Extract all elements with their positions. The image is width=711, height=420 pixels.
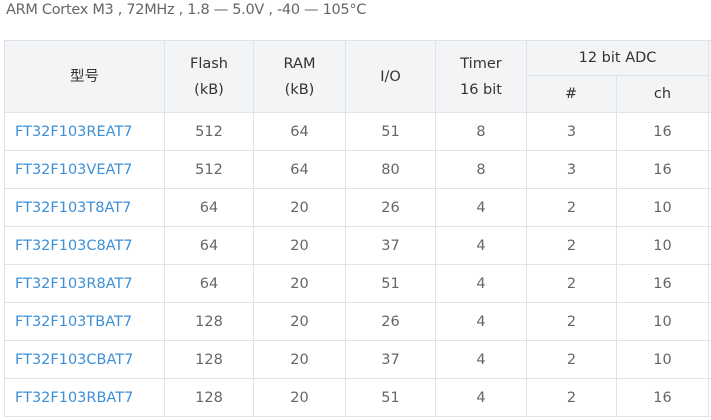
adc-ch-cell: 16 bbox=[615, 378, 710, 417]
flash-cell: 128 bbox=[164, 340, 254, 379]
model-link[interactable]: FT32F103R8AT7 bbox=[4, 264, 165, 303]
adc-count-cell: 2 bbox=[526, 340, 617, 379]
adc-ch-cell: 16 bbox=[615, 150, 710, 189]
adc-ch-cell: 16 bbox=[615, 112, 710, 151]
ram-cell: 20 bbox=[253, 340, 346, 379]
flash-cell: 128 bbox=[164, 378, 254, 417]
ram-cell: 64 bbox=[253, 112, 346, 151]
model-link[interactable]: FT32F103REAT7 bbox=[4, 112, 165, 151]
io-cell: 37 bbox=[345, 340, 436, 379]
adc-ch-cell: 10 bbox=[615, 302, 710, 341]
adc-count-cell: 2 bbox=[526, 302, 617, 341]
series-spec-subtitle: ARM Cortex M3 , 72MHz , 1.8 — 5.0V , -40… bbox=[6, 2, 367, 18]
io-cell: 80 bbox=[345, 150, 436, 189]
table-row: FT32F103T8AT7 64 20 26 4 2 10 bbox=[4, 188, 711, 227]
model-link[interactable]: FT32F103RBAT7 bbox=[4, 378, 165, 417]
timer-cell: 4 bbox=[435, 264, 527, 303]
header-timer: Timer 16 bit bbox=[435, 40, 527, 113]
io-cell: 51 bbox=[345, 378, 436, 417]
flash-cell: 512 bbox=[164, 150, 254, 189]
io-cell: 26 bbox=[345, 188, 436, 227]
adc-count-cell: 2 bbox=[526, 264, 617, 303]
header-adc-count: # bbox=[526, 75, 617, 113]
ram-cell: 20 bbox=[253, 264, 346, 303]
header-flash: Flash (kB) bbox=[164, 40, 254, 113]
adc-ch-cell: 10 bbox=[615, 340, 710, 379]
io-cell: 51 bbox=[345, 264, 436, 303]
table-row: FT32F103CBAT7 128 20 37 4 2 10 bbox=[4, 340, 711, 379]
model-link[interactable]: FT32F103VEAT7 bbox=[4, 150, 165, 189]
header-ram: RAM (kB) bbox=[253, 40, 346, 113]
ram-cell: 20 bbox=[253, 188, 346, 227]
timer-cell: 8 bbox=[435, 112, 527, 151]
product-table: 型号 Flash (kB) RAM (kB) I/O Timer 16 bit 12 … bbox=[4, 40, 711, 417]
table-row: FT32F103RBAT7 128 20 51 4 2 16 bbox=[4, 378, 711, 417]
header-adc: 12 bit ADC bbox=[525, 40, 710, 76]
timer-cell: 4 bbox=[435, 378, 527, 417]
timer-cell: 8 bbox=[435, 150, 527, 189]
timer-cell: 4 bbox=[435, 302, 527, 341]
next-column-cell bbox=[708, 378, 711, 417]
table-row: FT32F103R8AT7 64 20 51 4 2 16 bbox=[4, 264, 711, 303]
ram-cell: 20 bbox=[253, 378, 346, 417]
timer-cell: 4 bbox=[435, 340, 527, 379]
ram-cell: 64 bbox=[253, 150, 346, 189]
header-model: 型号 bbox=[4, 40, 165, 113]
model-link[interactable]: FT32F103T8AT7 bbox=[4, 188, 165, 227]
io-cell: 51 bbox=[345, 112, 436, 151]
model-link[interactable]: FT32F103C8AT7 bbox=[4, 226, 165, 265]
ram-cell: 20 bbox=[253, 302, 346, 341]
adc-ch-cell: 16 bbox=[615, 264, 710, 303]
flash-cell: 64 bbox=[164, 188, 254, 227]
table-row: FT32F103TBAT7 128 20 26 4 2 10 bbox=[4, 302, 711, 341]
flash-cell: 128 bbox=[164, 302, 254, 341]
adc-count-cell: 3 bbox=[526, 112, 617, 151]
table-row: FT32F103VEAT7 512 64 80 8 3 16 bbox=[4, 150, 711, 189]
flash-cell: 64 bbox=[164, 264, 254, 303]
adc-count-cell: 2 bbox=[526, 378, 617, 417]
adc-count-cell: 2 bbox=[526, 226, 617, 265]
io-cell: 37 bbox=[345, 226, 436, 265]
adc-count-cell: 3 bbox=[526, 150, 617, 189]
flash-cell: 512 bbox=[164, 112, 254, 151]
flash-cell: 64 bbox=[164, 226, 254, 265]
timer-cell: 4 bbox=[435, 226, 527, 265]
adc-count-cell: 2 bbox=[526, 188, 617, 227]
timer-cell: 4 bbox=[435, 188, 527, 227]
adc-ch-cell: 10 bbox=[615, 188, 710, 227]
model-link[interactable]: FT32F103TBAT7 bbox=[4, 302, 165, 341]
adc-ch-cell: 10 bbox=[615, 226, 710, 265]
table-row: FT32F103C8AT7 64 20 37 4 2 10 bbox=[4, 226, 711, 265]
io-cell: 26 bbox=[345, 302, 436, 341]
model-link[interactable]: FT32F103CBAT7 bbox=[4, 340, 165, 379]
header-adc-ch: ch bbox=[615, 75, 710, 113]
table-row: FT32F103REAT7 512 64 51 8 3 16 bbox=[4, 112, 711, 151]
ram-cell: 20 bbox=[253, 226, 346, 265]
header-io: I/O bbox=[345, 40, 436, 113]
